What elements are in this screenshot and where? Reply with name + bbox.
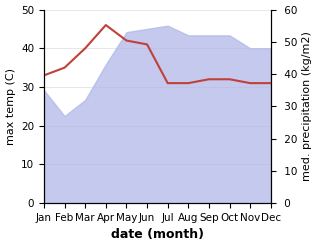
Y-axis label: med. precipitation (kg/m2): med. precipitation (kg/m2) xyxy=(302,31,313,181)
Y-axis label: max temp (C): max temp (C) xyxy=(5,68,16,145)
X-axis label: date (month): date (month) xyxy=(111,228,204,242)
